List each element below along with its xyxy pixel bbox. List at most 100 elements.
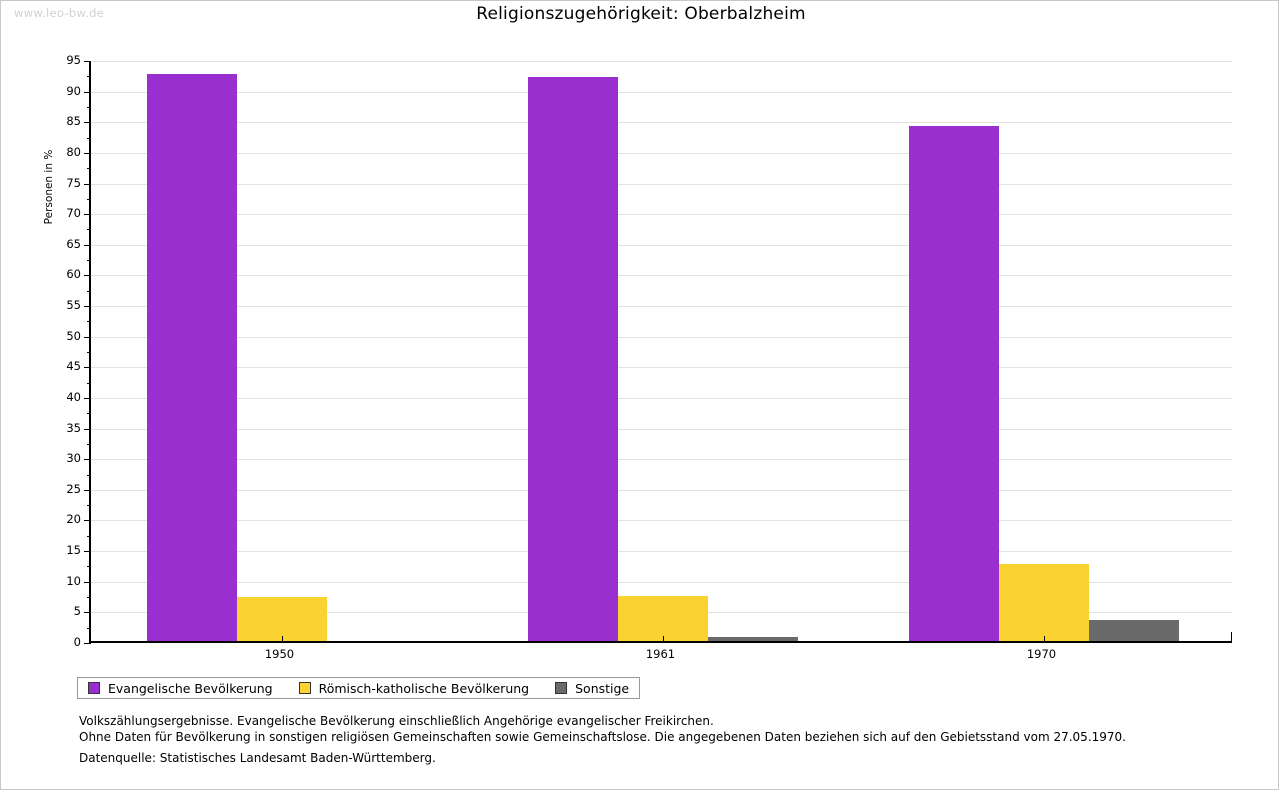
y-axis-minor-tick xyxy=(87,474,91,476)
y-axis-tick xyxy=(84,152,91,154)
gridline xyxy=(91,152,1232,154)
bar-1970-series-1 xyxy=(908,126,999,641)
y-axis-tick xyxy=(84,428,91,430)
y-axis-tick-label: 55 xyxy=(66,298,81,313)
x-axis-tick xyxy=(1043,636,1045,643)
gridline xyxy=(91,397,1232,399)
x-axis-tick-label-1961: 1961 xyxy=(645,647,676,661)
y-axis-tick-label: 20 xyxy=(66,512,81,527)
footnotes: Volkszählungsergebnisse. Evangelische Be… xyxy=(79,713,1229,745)
legend-item-1[interactable]: Evangelische Bevölkerung xyxy=(88,681,273,696)
gridline xyxy=(91,91,1232,93)
y-axis-tick-label: 60 xyxy=(66,267,81,282)
legend-item-3[interactable]: Sonstige xyxy=(555,681,629,696)
y-axis-tick-label: 80 xyxy=(66,144,81,159)
y-axis-tick xyxy=(84,91,91,93)
gridline xyxy=(91,581,1232,583)
gridline xyxy=(91,122,1232,124)
y-axis-tick xyxy=(84,336,91,338)
legend-label: Evangelische Bevölkerung xyxy=(108,680,273,696)
bar-1961-series-1 xyxy=(527,77,618,641)
y-axis-tick-label: 35 xyxy=(66,420,81,435)
gridline xyxy=(91,183,1232,185)
y-axis-minor-tick xyxy=(87,382,91,384)
y-axis-minor-tick xyxy=(87,290,91,292)
x-axis-tick xyxy=(662,636,664,643)
y-axis-tick xyxy=(84,612,91,614)
gridline xyxy=(91,336,1232,338)
y-axis-tick xyxy=(84,214,91,216)
y-axis-minor-tick xyxy=(87,413,91,415)
y-axis-minor-tick xyxy=(87,627,91,629)
gridline xyxy=(91,61,1232,62)
y-axis-minor-tick xyxy=(87,76,91,78)
axis-right-cap xyxy=(1231,632,1232,641)
y-axis-minor-tick xyxy=(87,535,91,537)
y-axis-minor-tick xyxy=(87,566,91,568)
chart-legend: Evangelische Bevölkerung Römisch-katholis… xyxy=(77,677,641,699)
y-axis-tick xyxy=(84,459,91,461)
y-axis-minor-tick xyxy=(87,597,91,599)
y-axis-tick xyxy=(84,275,91,277)
bar-group xyxy=(91,61,472,643)
x-axis-tick-label-1970: 1970 xyxy=(1026,647,1057,661)
y-axis-tick-label: 50 xyxy=(66,328,81,343)
legend-swatch-icon xyxy=(298,682,311,694)
gridline xyxy=(91,520,1232,522)
bar-1950-series-2 xyxy=(236,596,327,641)
x-axis-tick xyxy=(281,636,283,643)
watermark-leo-bw: www.leo-bw.de xyxy=(14,6,105,20)
gridline xyxy=(91,459,1232,461)
legend-label: Sonstige xyxy=(575,680,630,696)
gridline xyxy=(91,214,1232,216)
y-axis-tick-label: 10 xyxy=(66,573,81,588)
gridline xyxy=(91,244,1232,246)
y-axis-tick-label: 95 xyxy=(66,53,81,67)
y-axis-minor-tick xyxy=(87,321,91,323)
footnote-line-2: Ohne Daten für Bevölkerung in sonstigen … xyxy=(79,730,1126,744)
gridline xyxy=(91,428,1232,430)
y-axis-minor-tick xyxy=(87,505,91,507)
y-axis-tick xyxy=(84,489,91,491)
y-axis-minor-tick xyxy=(87,352,91,353)
bar-1950-series-1 xyxy=(146,73,237,641)
y-axis-tick xyxy=(84,581,91,583)
bar-1970-series-3 xyxy=(1088,620,1179,641)
y-axis-tick xyxy=(84,520,91,522)
bar-group xyxy=(472,61,853,643)
y-axis-tick xyxy=(84,306,91,308)
bar-1961-series-3 xyxy=(707,636,798,641)
y-axis-minor-tick xyxy=(87,106,91,108)
gridline xyxy=(91,489,1232,491)
bar-group xyxy=(853,61,1234,643)
y-axis-tick xyxy=(84,397,91,399)
gridline xyxy=(91,551,1232,553)
gridline xyxy=(91,275,1232,277)
y-axis-tick xyxy=(84,61,91,62)
y-axis-tick-label: 70 xyxy=(66,206,81,221)
y-axis-minor-tick xyxy=(87,260,91,262)
data-source: Datenquelle: Statistisches Landesamt Bad… xyxy=(79,751,436,765)
y-axis-tick-label: 75 xyxy=(66,175,81,190)
y-axis-tick xyxy=(84,122,91,124)
legend-label: Römisch-katholische Bevölkerung xyxy=(318,680,530,696)
legend-item-2[interactable]: Römisch-katholische Bevölkerung xyxy=(298,680,530,696)
gridline xyxy=(91,367,1232,369)
y-axis-tick-label: 25 xyxy=(66,481,81,496)
y-axis-tick-label: 90 xyxy=(66,83,81,98)
y-axis-tick-label: 65 xyxy=(66,236,81,251)
x-axis-tick-label-1950: 1950 xyxy=(264,647,295,661)
y-axis-tick-label: 85 xyxy=(66,114,81,129)
y-axis-tick-labels: 0 5 10 15 20 25 30 35 40 45 50 55 60 65 70 75 80 85 90 95 xyxy=(45,54,81,647)
y-axis-tick xyxy=(84,551,91,553)
y-axis-minor-tick xyxy=(87,443,91,445)
y-axis-tick-label: 45 xyxy=(66,359,81,374)
y-axis-tick xyxy=(84,183,91,185)
y-axis-tick-label: 40 xyxy=(66,389,81,404)
y-axis-minor-tick xyxy=(87,229,91,231)
y-axis-tick xyxy=(84,244,91,246)
page-title: Religionszugehörigkeit: Oberbalzheim xyxy=(476,4,806,24)
y-axis-minor-tick xyxy=(87,198,91,200)
y-axis-minor-tick xyxy=(87,168,91,170)
